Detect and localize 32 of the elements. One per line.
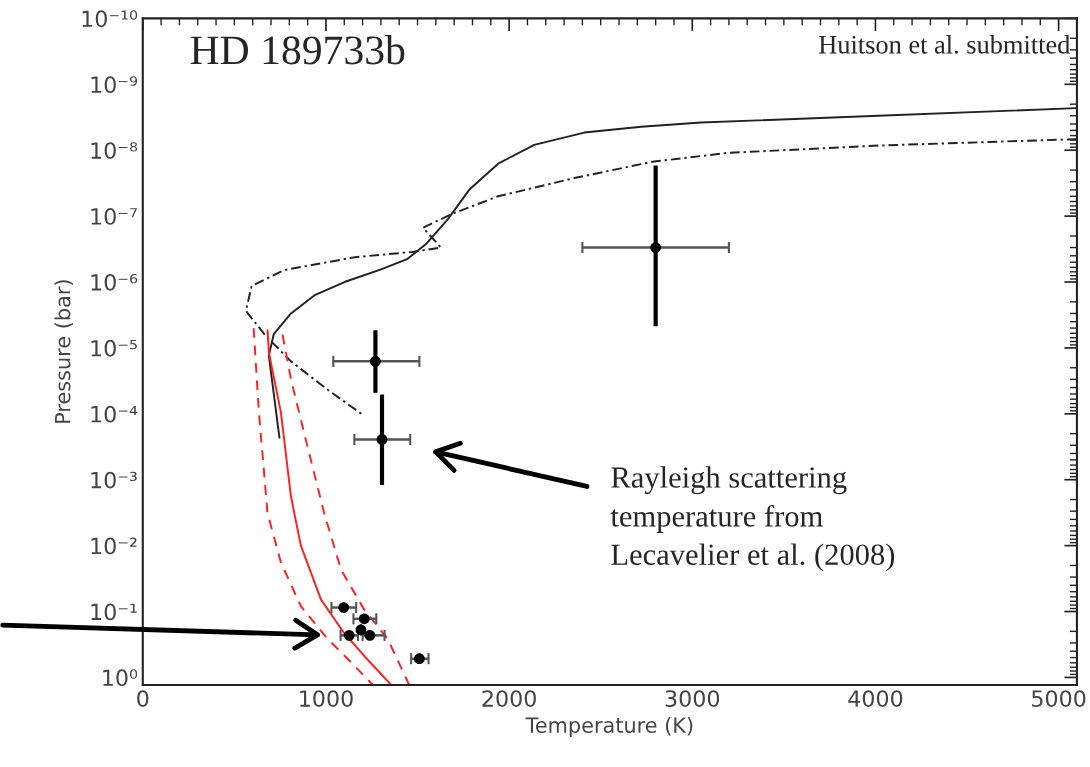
x-axis-title: Temperature (K) bbox=[525, 716, 693, 738]
y-tick-label: 10⁻⁴ bbox=[91, 405, 138, 423]
y-tick-label: 10⁻⁹ bbox=[91, 76, 138, 94]
y-tick-label: 10⁻¹ bbox=[91, 603, 137, 621]
point bbox=[376, 434, 388, 445]
x-tick-label: 5000 bbox=[1032, 690, 1086, 707]
y-tick-label: 10⁻³ bbox=[91, 471, 137, 489]
annotation: Huitson et al. submitted bbox=[819, 35, 1071, 54]
point bbox=[364, 629, 376, 641]
point bbox=[650, 242, 662, 253]
x-tick-label: 1000 bbox=[300, 690, 353, 707]
y-tick-label: 10⁻¹⁰ bbox=[82, 10, 138, 28]
chart-title: HD 189733b bbox=[190, 35, 405, 65]
y-tick-label: 10⁻⁵ bbox=[91, 339, 137, 357]
point bbox=[413, 653, 425, 665]
point bbox=[370, 355, 381, 367]
point bbox=[358, 613, 370, 625]
line-series bbox=[281, 333, 411, 685]
line-series bbox=[266, 329, 392, 685]
x-tick-label: 0 bbox=[137, 690, 149, 707]
y-tick-label: 10⁻⁷ bbox=[91, 208, 137, 225]
y-tick-label: 10⁻² bbox=[91, 537, 137, 555]
x-tick-label: 2000 bbox=[482, 690, 536, 707]
y-axis-title: Pressure (bar) bbox=[54, 280, 73, 423]
point bbox=[338, 602, 350, 613]
x-tick-label: 3000 bbox=[665, 690, 720, 707]
y-tick-label: 10⁻⁸ bbox=[91, 142, 138, 159]
line-series bbox=[252, 327, 374, 685]
x-tick-label: 4000 bbox=[848, 690, 903, 707]
y-tick-label: 10⁻⁶ bbox=[91, 273, 138, 291]
y-tick-label: 10⁰ bbox=[103, 669, 138, 687]
annotation: Rayleigh scattering temperature from Lecavelier et al. (2008) bbox=[610, 466, 895, 572]
